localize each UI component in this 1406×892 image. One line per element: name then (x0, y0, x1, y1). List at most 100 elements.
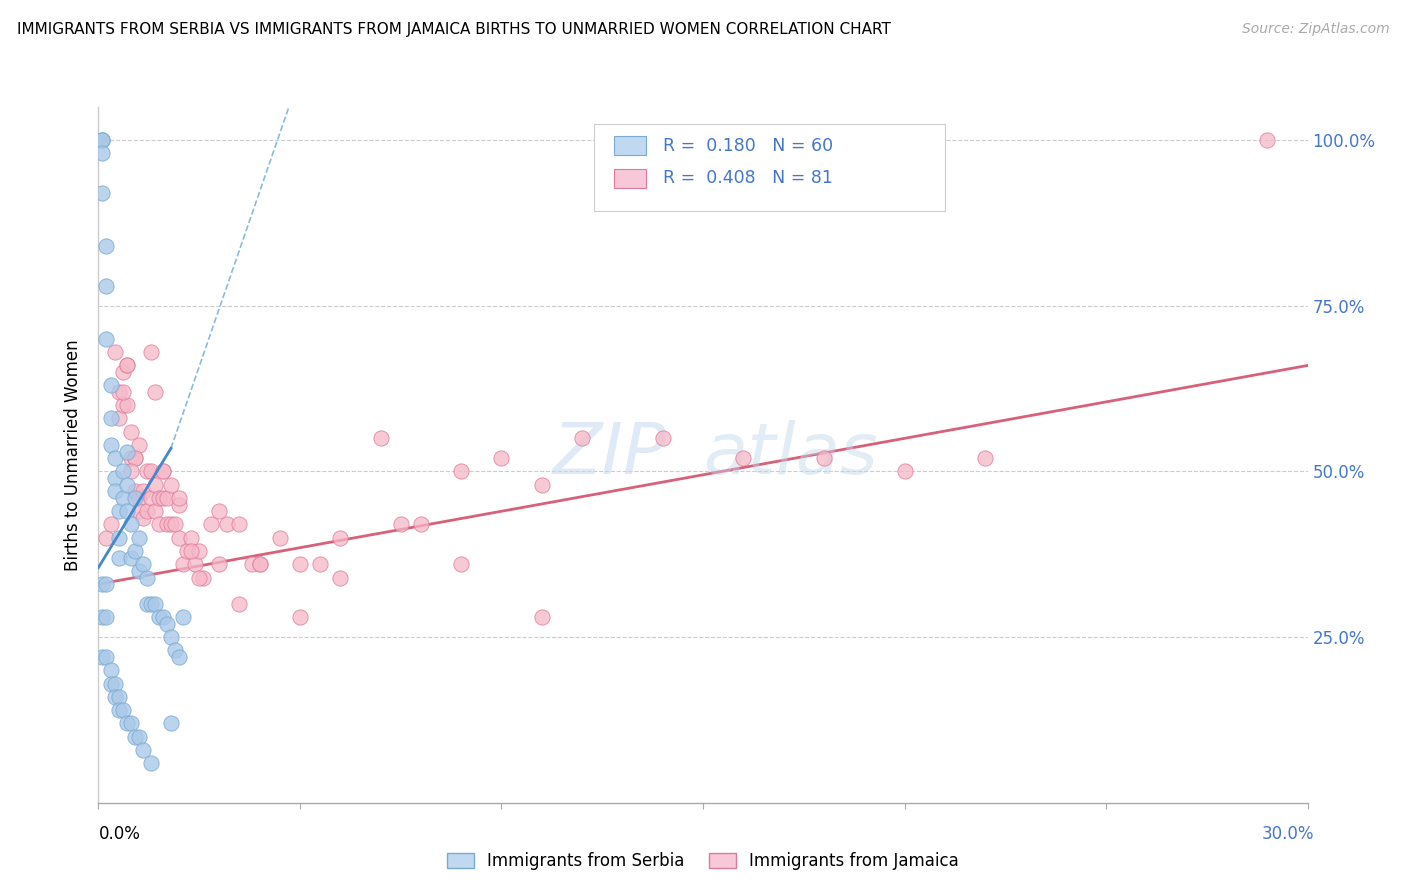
Point (450, 558, 472, 572)
Point (208, 558, 231, 572)
Point (124, 484, 146, 499)
Point (111, 384, 134, 399)
Point (491, 451, 513, 466)
Point (160, 517, 183, 532)
Point (228, 517, 250, 532)
Text: IMMIGRANTS FROM SERBIA VS IMMIGRANTS FROM JAMAICA BIRTHS TO UNMARRIED WOMEN CORR: IMMIGRANTS FROM SERBIA VS IMMIGRANTS FRO… (17, 22, 891, 37)
Point (100, 663, 122, 677)
Point (172, 610, 194, 624)
Point (132, 511, 155, 525)
Point (124, 730, 146, 744)
Point (160, 630, 183, 644)
Point (139, 465, 162, 479)
Point (1256, 133, 1278, 147)
Text: 0.0%: 0.0% (98, 825, 141, 843)
Point (120, 465, 142, 479)
Point (111, 465, 134, 479)
Point (152, 465, 174, 479)
Point (240, 558, 263, 572)
Text: atlas: atlas (703, 420, 877, 490)
Point (530, 477, 553, 491)
Point (309, 558, 332, 572)
Point (107, 384, 129, 399)
Point (450, 465, 472, 479)
Point (160, 716, 183, 731)
Point (217, 517, 239, 532)
Point (813, 451, 835, 466)
Point (156, 517, 179, 532)
Point (120, 451, 142, 466)
Point (571, 431, 593, 445)
Point (91, 133, 114, 147)
FancyBboxPatch shape (613, 136, 647, 155)
Point (167, 498, 190, 512)
Point (269, 531, 291, 545)
Point (96, 650, 118, 665)
Point (228, 597, 250, 611)
Point (111, 365, 134, 379)
Point (103, 471, 125, 485)
Point (111, 491, 134, 505)
Point (208, 504, 231, 518)
Point (91, 650, 114, 665)
Point (530, 610, 553, 624)
Point (128, 564, 150, 578)
Point (163, 517, 186, 532)
Point (249, 558, 271, 572)
Point (249, 558, 271, 572)
Point (156, 616, 179, 631)
Point (124, 451, 146, 466)
Point (329, 570, 352, 584)
Text: R =  0.408   N = 81: R = 0.408 N = 81 (664, 169, 832, 187)
Point (107, 411, 129, 425)
Point (135, 504, 157, 518)
Point (115, 504, 138, 518)
Point (91, 577, 114, 591)
Point (111, 398, 134, 412)
Point (120, 716, 142, 731)
Point (152, 610, 174, 624)
Point (143, 384, 166, 399)
Point (132, 743, 155, 757)
Point (107, 531, 129, 545)
Point (139, 756, 162, 770)
Point (167, 531, 190, 545)
Point (132, 558, 155, 572)
Point (139, 597, 162, 611)
Point (107, 550, 129, 565)
Point (128, 438, 150, 452)
Text: 30.0%: 30.0% (1263, 825, 1315, 843)
Point (96, 610, 118, 624)
Point (91, 146, 114, 161)
Point (115, 359, 138, 373)
Point (96, 531, 118, 545)
Point (135, 597, 157, 611)
Point (139, 345, 162, 359)
Point (91, 186, 114, 201)
Point (167, 491, 190, 505)
Point (148, 610, 170, 624)
Point (143, 477, 166, 491)
Point (124, 451, 146, 466)
Point (100, 438, 122, 452)
Point (163, 643, 186, 657)
Point (91, 133, 114, 147)
Point (160, 477, 183, 491)
Point (180, 544, 202, 558)
Text: R =  0.180   N = 60: R = 0.180 N = 60 (664, 136, 834, 154)
Point (128, 504, 150, 518)
Point (115, 444, 138, 458)
Point (100, 411, 122, 425)
Point (188, 544, 211, 558)
Point (143, 504, 166, 518)
Point (132, 484, 155, 499)
Point (115, 398, 138, 412)
Point (103, 345, 125, 359)
Point (651, 431, 673, 445)
Y-axis label: Births to Unmarried Women: Births to Unmarried Women (63, 339, 82, 571)
Point (135, 465, 157, 479)
Point (180, 531, 202, 545)
Point (124, 544, 146, 558)
Point (128, 730, 150, 744)
Point (100, 378, 122, 392)
